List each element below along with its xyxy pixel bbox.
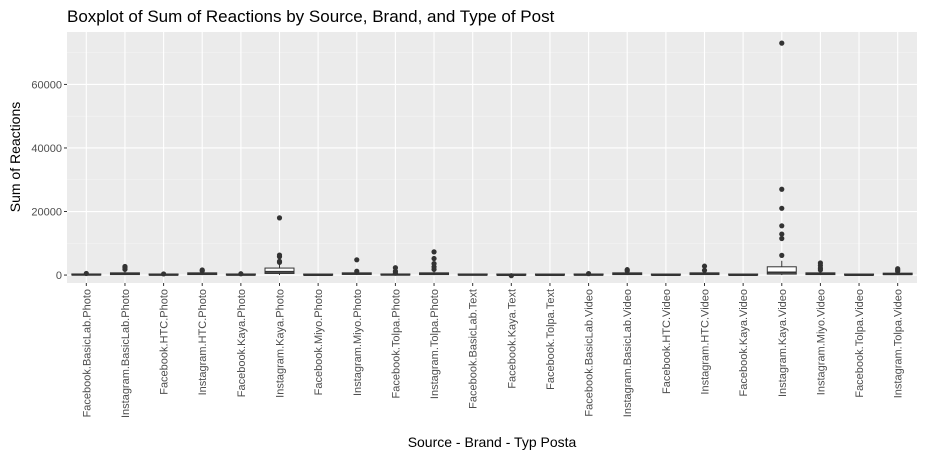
- x-tick-label: Instagram.Tolpa.Photo: [429, 289, 441, 399]
- box-iqr: [264, 267, 295, 274]
- box-Instagram.HTC.Video: [689, 263, 720, 276]
- outlier-point: [354, 268, 360, 274]
- outlier-point: [779, 223, 785, 229]
- outlier-point: [276, 252, 283, 258]
- box-Facebook.Kaya.Text: [496, 273, 527, 279]
- outlier-point: [199, 267, 205, 273]
- outlier-point: [431, 255, 437, 262]
- box-Facebook.Tolpa.Video: [844, 273, 875, 276]
- outlier-point: [392, 265, 399, 271]
- plot-panel: [67, 32, 917, 283]
- y-tick-label: 60000: [31, 79, 62, 91]
- box-Facebook.BasicLab.Photo: [71, 270, 102, 277]
- outlier-point: [508, 273, 514, 279]
- box-Instagram.BasicLab.Video: [612, 267, 643, 276]
- outlier-point: [817, 260, 824, 266]
- box-Facebook.HTC.Photo: [148, 271, 179, 277]
- box-Instagram.Miyo.Video: [805, 260, 836, 276]
- x-tick-label: Facebook.Kaya.Text: [506, 289, 518, 389]
- box-Instagram.Kaya.Photo: [264, 215, 295, 276]
- box-Instagram.HTC.Photo: [187, 267, 218, 276]
- y-tick-label: 40000: [31, 143, 62, 155]
- outlier-point: [585, 271, 592, 277]
- x-tick-label: Facebook.HTC.Photo: [159, 289, 171, 395]
- outlier-point: [779, 235, 785, 242]
- box-Instagram.Tolpa.Photo: [419, 249, 450, 276]
- y-tick-label: 20000: [31, 207, 62, 219]
- x-tick-label: Facebook.Miyo.Photo: [313, 289, 325, 395]
- x-tick-label: Facebook.Kaya.Photo: [236, 289, 248, 397]
- outlier-point: [624, 267, 630, 273]
- x-tick-label: Instagram.HTC.Photo: [197, 289, 209, 395]
- box-Instagram.Tolpa.Video: [882, 266, 913, 276]
- x-tick-label: Instagram.Miyo.Video: [815, 289, 827, 395]
- x-tick-label: Facebook.Tolpa.Photo: [390, 289, 402, 398]
- x-tick-label: Instagram.Miyo.Photo: [352, 289, 364, 396]
- x-tick-label: Facebook.BasicLab.Video: [584, 289, 596, 417]
- outlier-point: [276, 258, 283, 264]
- x-tick-label: Facebook.Kaya.Video: [738, 289, 750, 396]
- outlier-point: [779, 252, 785, 258]
- outlier-point: [354, 257, 360, 263]
- outlier-point: [160, 271, 167, 277]
- outlier-point: [701, 263, 708, 269]
- x-tick-label: Instagram.BasicLab.Video: [622, 289, 634, 417]
- x-tick-label: Facebook.Tolpa.Text: [545, 289, 557, 390]
- x-tick-label: Instagram.Tolpa.Video: [893, 289, 905, 398]
- box-Instagram.Kaya.Video: [766, 40, 797, 276]
- y-tick-label: 0: [56, 270, 62, 282]
- outlier-point: [701, 267, 708, 273]
- outlier-point: [779, 40, 785, 46]
- box-Facebook.Tolpa.Text: [534, 273, 565, 276]
- outlier-point: [238, 271, 244, 277]
- outlier-point: [895, 266, 901, 272]
- x-tick-label: Instagram.BasicLab.Photo: [120, 289, 132, 418]
- grid-lines: [67, 32, 917, 283]
- outlier-point: [779, 186, 785, 192]
- box-iqr: [766, 266, 797, 275]
- x-tick-label: Facebook.Tolpa.Video: [854, 289, 866, 398]
- box-Facebook.HTC.Video: [650, 273, 681, 276]
- box-Facebook.Kaya.Video: [728, 273, 759, 276]
- x-tick-label: Facebook.BasicLab.Text: [468, 289, 480, 409]
- box-Instagram.BasicLab.Photo: [109, 263, 140, 276]
- box-Facebook.Tolpa.Photo: [380, 265, 411, 276]
- box-Facebook.Kaya.Photo: [225, 271, 256, 277]
- x-tick-label: Facebook.BasicLab.Photo: [81, 289, 93, 417]
- y-axis-title: Sum of Reactions: [7, 102, 23, 213]
- box-Instagram.Miyo.Photo: [341, 257, 372, 276]
- outlier-point: [779, 205, 785, 211]
- box-Facebook.BasicLab.Video: [573, 271, 604, 277]
- x-tick-label: Instagram.Kaya.Photo: [275, 289, 287, 398]
- y-axis: 0 20000 40000 60000: [31, 79, 67, 282]
- outlier-point: [431, 249, 437, 255]
- x-tick-label: Facebook.HTC.Video: [661, 289, 673, 394]
- outlier-point: [276, 215, 283, 221]
- chart-title: Boxplot of Sum of Reactions by Source, B…: [67, 7, 555, 26]
- box-Facebook.Miyo.Photo: [303, 273, 334, 276]
- outlier-point: [779, 231, 785, 237]
- outlier-point: [83, 270, 89, 277]
- box-Facebook.BasicLab.Text: [457, 273, 488, 276]
- outlier-point: [431, 261, 437, 267]
- x-axis-title: Source - Brand - Typ Posta: [408, 434, 577, 450]
- outlier-point: [122, 263, 128, 270]
- boxes-layer: [71, 40, 913, 279]
- x-tick-label: Instagram.HTC.Video: [700, 289, 712, 395]
- x-axis: Facebook.BasicLab.Photo Instagram.BasicLa…: [81, 283, 905, 418]
- x-tick-label: Instagram.Kaya.Video: [777, 289, 789, 397]
